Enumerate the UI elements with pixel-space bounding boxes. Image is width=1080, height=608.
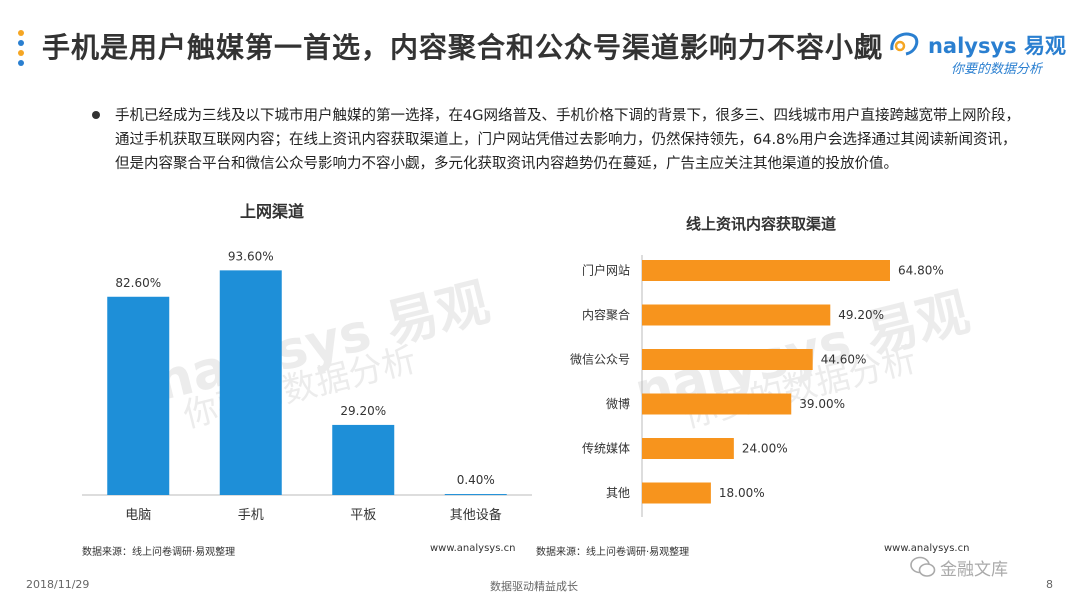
device-bar xyxy=(332,424,395,495)
logo-brand: nalysys 易观 xyxy=(927,34,1066,58)
summary-text: 手机已经成为三线及以下城市用户触媒的第一选择，在4G网络普及、手机价格下调的背景… xyxy=(115,108,1020,172)
device-bar xyxy=(444,494,507,496)
channel-category-label: 传统媒体 xyxy=(582,441,630,456)
title-dot xyxy=(18,50,24,56)
channel-bar xyxy=(642,304,831,326)
channel-value-label: 39.00% xyxy=(799,397,845,411)
analysys-logo: nalysys 易观 你要的数据分析 xyxy=(886,22,1066,78)
channel-bar xyxy=(642,349,813,370)
channel-bar xyxy=(642,438,734,459)
channel-value-label: 44.60% xyxy=(821,353,867,367)
page-number: 8 xyxy=(1046,578,1053,591)
wechat-icon xyxy=(910,556,936,577)
bullet-icon xyxy=(92,111,100,119)
device-value-label: 93.60% xyxy=(228,249,274,263)
device-bar xyxy=(107,296,170,495)
channel-category-label: 微博 xyxy=(606,396,630,411)
device-bar xyxy=(219,270,282,495)
device-category-label: 平板 xyxy=(350,508,376,523)
title-dot xyxy=(18,60,24,66)
device-value-label: 29.20% xyxy=(340,404,386,418)
channel-category-label: 内容聚合 xyxy=(582,307,630,322)
channel-bar xyxy=(642,393,792,415)
device-chart-source: 数据来源：线上问卷调研·易观整理 xyxy=(82,547,236,558)
title-dot xyxy=(18,40,24,46)
channel-bar xyxy=(642,482,711,504)
footer-slogan: 数据驱动精益成长 xyxy=(490,580,578,593)
logo-tagline: 你要的数据分析 xyxy=(950,62,1042,77)
page-title: 手机是用户触媒第一首选，内容聚合和公众号渠道影响力不容小觑 xyxy=(42,31,884,64)
device-chart: 上网渠道 82.60% 电脑 93.60% 手机 29.20% 平板 0.40% 其他设备 xyxy=(82,195,532,530)
channel-chart-source: 数据来源：线上问卷调研·易观整理 xyxy=(536,547,690,558)
channel-chart-website: www.analysys.cn xyxy=(884,543,970,554)
device-category-label: 其他设备 xyxy=(450,507,502,523)
device-value-label: 0.40% xyxy=(457,473,495,487)
channel-chart: 线上资讯内容获取渠道门户网站 64.80% 内容聚合 49.20% 微信公众号 44.60… xyxy=(536,205,996,527)
device-chart-title: 上网渠道 xyxy=(240,202,304,221)
device-value-label: 82.60% xyxy=(115,276,161,290)
channel-value-label: 49.20% xyxy=(838,308,884,322)
device-chart-svg: 上网渠道 82.60% 电脑 93.60% 手机 29.20% 平板 0.40% 其他设备 xyxy=(82,202,532,523)
analysys-swirl-icon xyxy=(890,32,919,56)
channel-category-label: 微信公众号 xyxy=(570,353,630,367)
watermark-text: 金融文库 xyxy=(940,560,1008,580)
channel-category-label: 其他 xyxy=(606,486,630,500)
title-bar: 手机是用户触媒第一首选，内容聚合和公众号渠道影响力不容小觑 nalysys 易观… xyxy=(18,18,1078,78)
footer-date: 2018/11/29 xyxy=(26,578,90,591)
channel-value-label: 64.80% xyxy=(898,264,944,278)
channel-category-label: 门户网站 xyxy=(582,263,630,278)
device-chart-website: www.analysys.cn xyxy=(430,543,516,554)
title-dot xyxy=(18,30,24,36)
device-category-label: 手机 xyxy=(238,508,264,523)
channel-value-label: 18.00% xyxy=(719,486,765,500)
channel-value-label: 24.00% xyxy=(742,442,788,456)
wechat-watermark: 金融文库 xyxy=(906,552,1056,582)
channel-chart-title: 线上资讯内容获取渠道 xyxy=(686,215,836,233)
device-category-label: 电脑 xyxy=(125,508,151,523)
title-dots-icon xyxy=(18,30,28,66)
summary-bullet: 手机已经成为三线及以下城市用户触媒的第一选择，在4G网络普及、手机价格下调的背景… xyxy=(92,104,1025,176)
channel-bar xyxy=(642,260,890,281)
